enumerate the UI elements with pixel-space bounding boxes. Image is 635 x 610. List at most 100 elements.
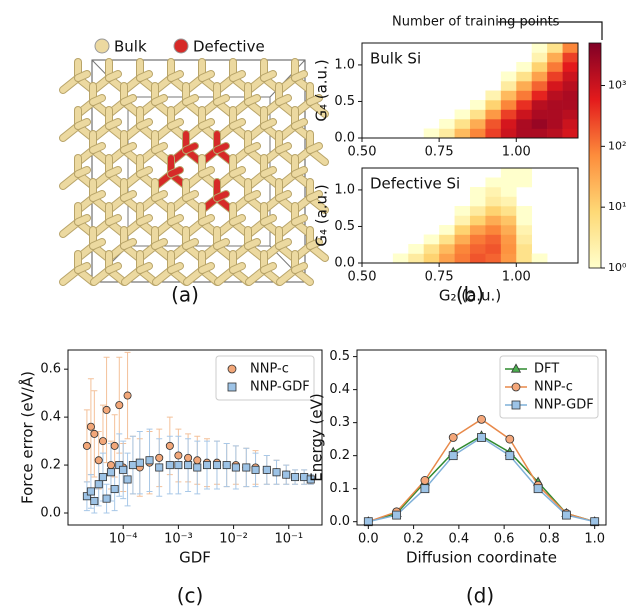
- point: [110, 485, 119, 494]
- heatmap-cell: [454, 253, 471, 264]
- y-tick-label: 0.3: [329, 415, 350, 430]
- heatmap-cell: [470, 187, 486, 197]
- bond: [199, 71, 214, 81]
- bond: [214, 239, 229, 249]
- heatmap-cell: [455, 81, 471, 91]
- bond: [183, 143, 198, 153]
- point: [145, 456, 154, 465]
- heatmap-cell: [393, 81, 409, 91]
- legend-swatch: [227, 364, 237, 374]
- heatmap-cell: [500, 225, 517, 235]
- heatmap-cell: [500, 100, 517, 110]
- heatmap-cell: [454, 225, 471, 235]
- heatmap-cell: [439, 43, 455, 53]
- colorbar: [588, 42, 602, 269]
- heatmap-cell: [516, 128, 533, 139]
- heatmap-cell: [470, 100, 486, 110]
- heatmap-cell: [439, 216, 455, 226]
- legend-swatch: [511, 400, 521, 410]
- bond: [214, 191, 229, 201]
- heatmap-cell: [516, 119, 533, 129]
- y-tick-label: 1.0: [334, 57, 355, 72]
- structure-image: [59, 58, 329, 286]
- heatmap-cell: [532, 187, 548, 197]
- bond: [90, 143, 105, 153]
- heatmap-cell: [393, 206, 409, 216]
- legend-swatch: [511, 382, 521, 392]
- heatmap-cell: [470, 178, 486, 188]
- y-tick-label: 0.4: [40, 410, 61, 425]
- heatmap-cell: [485, 119, 502, 129]
- y-tick-label: 0.0: [334, 131, 355, 146]
- heatmap-cell: [362, 129, 378, 139]
- bond: [152, 191, 167, 201]
- legend-swatch: [510, 363, 522, 373]
- heatmap-cell: [408, 129, 424, 139]
- heatmap-cell: [532, 244, 548, 254]
- heatmap-cell: [455, 53, 471, 63]
- x-tick-label: 10⁻¹: [274, 532, 303, 547]
- heatmap-cell: [424, 206, 440, 216]
- heatmap-cell: [547, 197, 563, 207]
- panel-label: (a): [171, 283, 199, 307]
- heatmap-cell: [485, 253, 502, 264]
- heatmap-cell: [424, 53, 440, 63]
- heatmap-cell: [454, 206, 471, 216]
- heatmap-cell: [563, 235, 579, 245]
- heatmap-cell: [500, 71, 517, 82]
- heatmap-cell: [408, 72, 424, 82]
- heatmap-cell: [563, 216, 579, 226]
- bond: [292, 215, 307, 225]
- heatmap-cell: [547, 109, 563, 120]
- heatmap-cell: [516, 109, 533, 120]
- point: [561, 510, 571, 520]
- heatmap-cell: [424, 43, 440, 53]
- y-tick-label: 1.0: [334, 182, 355, 197]
- bond: [199, 215, 214, 225]
- x-tick-label: 10⁻⁴: [109, 532, 138, 547]
- heatmap-cell: [470, 206, 486, 216]
- heatmap-cell: [377, 110, 393, 120]
- point: [291, 473, 300, 482]
- heatmap-cell: [563, 254, 579, 264]
- heatmap-cell: [439, 234, 455, 245]
- bond: [245, 95, 260, 105]
- heatmap-cell: [500, 234, 517, 245]
- point: [165, 461, 174, 470]
- point: [533, 484, 543, 494]
- heatmap-cell: [393, 119, 409, 129]
- heatmap-cell: [547, 254, 563, 264]
- heatmap-cell: [377, 254, 393, 264]
- heatmap-cell: [439, 72, 455, 82]
- heatmap-cell: [500, 90, 517, 101]
- bond: [276, 239, 291, 249]
- heatmap-cell: [547, 100, 563, 110]
- heatmap-cell: [377, 129, 393, 139]
- x-tick-label: 10⁻²: [219, 532, 248, 547]
- point: [282, 470, 291, 479]
- bond: [214, 95, 229, 105]
- heatmap-cell: [470, 81, 486, 91]
- panel-label: (b): [456, 283, 484, 307]
- point: [128, 461, 137, 470]
- bond: [137, 119, 152, 129]
- heatmap-cell: [393, 216, 409, 226]
- heatmap-cell: [377, 91, 393, 101]
- heatmap-cell: [439, 244, 455, 254]
- heatmap-cell: [516, 244, 533, 254]
- heatmap-cell: [454, 119, 471, 129]
- heatmap-cell: [439, 253, 455, 264]
- point: [420, 476, 430, 485]
- heatmap-cell: [408, 216, 424, 226]
- heatmap-cell: [377, 206, 393, 216]
- point: [448, 433, 458, 442]
- heatmap-cell: [547, 168, 563, 178]
- heatmap-cell: [470, 244, 486, 254]
- legend-label: NNP-c: [534, 380, 573, 395]
- heatmap-cell: [531, 90, 548, 101]
- heatmap-cell: [562, 52, 579, 63]
- heatmap-cell: [362, 72, 378, 82]
- heatmap-cell: [485, 206, 502, 216]
- bond: [121, 143, 136, 153]
